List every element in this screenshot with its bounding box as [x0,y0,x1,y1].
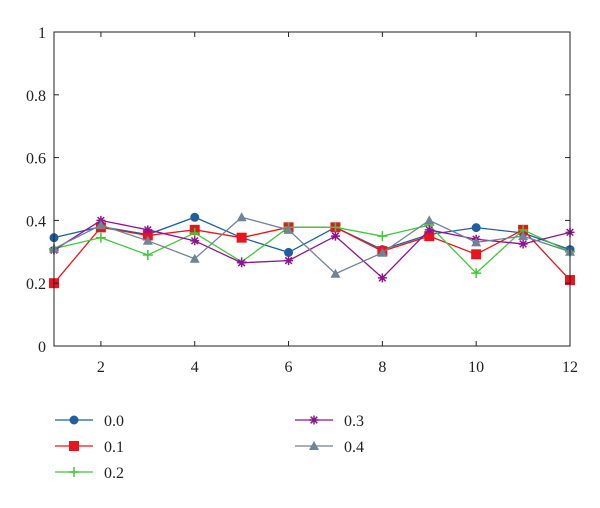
data-point [142,235,153,245]
data-point [284,247,294,257]
data-point [330,268,341,278]
legend-marker [69,415,79,425]
data-point [143,225,153,235]
x-tick-label: 8 [378,359,386,376]
data-point [189,253,200,263]
data-point [424,225,434,235]
y-tick-label: 1 [38,25,46,42]
data-point [471,223,481,233]
series-line [53,224,571,275]
data-point [471,249,482,260]
data-point [330,231,340,241]
series-line [53,219,571,279]
data-point [237,258,247,268]
series-0.2 [49,220,575,279]
legend-label: 0.1 [104,439,124,456]
data-point [95,232,106,243]
x-tick-label: 4 [191,359,199,376]
data-point [236,212,247,222]
data-point [236,232,247,243]
legend-label: 0.0 [104,413,124,430]
legend-item: 0.0 [55,413,124,430]
x-tick-label: 6 [285,359,293,376]
series-0.4 [49,212,575,278]
series-line [53,216,571,275]
y-tick-label: 0.2 [26,276,46,293]
data-point [95,220,106,230]
data-point [142,230,153,241]
plot-frame [53,31,571,347]
data-point [471,268,482,279]
data-point [377,231,388,242]
legend-marker [69,467,79,477]
data-point [518,231,529,241]
data-point [518,239,528,249]
legend-item: 0.2 [55,465,124,482]
y-tick-label: 0.4 [26,213,46,230]
series-0.3 [49,215,575,283]
y-tick-label: 0 [38,339,46,356]
data-point [189,227,200,238]
legend-label: 0.2 [104,465,124,482]
data-point [424,215,435,225]
legend-item: 0.4 [295,439,364,456]
legend-marker [309,441,319,450]
x-tick-label: 2 [97,359,105,376]
y-tick-label: 0.8 [26,88,46,105]
legend: 0.0 0.1 0.2 0.3 0.4 [55,413,364,482]
series-line [53,216,571,254]
data-point [284,256,294,266]
x-tick-label: 12 [562,359,578,376]
legend-label: 0.3 [344,413,364,430]
y-tick-label: 0.6 [26,151,46,168]
x-tick-label: 10 [468,359,484,376]
data-point [377,273,387,283]
legend-item: 0.1 [55,439,124,456]
legend-marker [69,441,79,451]
legend-marker [309,415,319,425]
data-point [190,212,200,222]
plot-series-group [49,212,575,289]
data-point [330,222,341,233]
data-point [283,224,294,234]
data-point [142,249,153,260]
axis-ticks: 2 4 6 8 10 12 0 0.2 0.4 0.6 0.8 1 [26,25,578,376]
data-point [424,231,435,242]
legend-label: 0.4 [344,439,364,456]
data-point [190,236,200,246]
data-point [377,247,388,257]
legend-item: 0.3 [295,413,364,430]
data-point [471,237,482,247]
